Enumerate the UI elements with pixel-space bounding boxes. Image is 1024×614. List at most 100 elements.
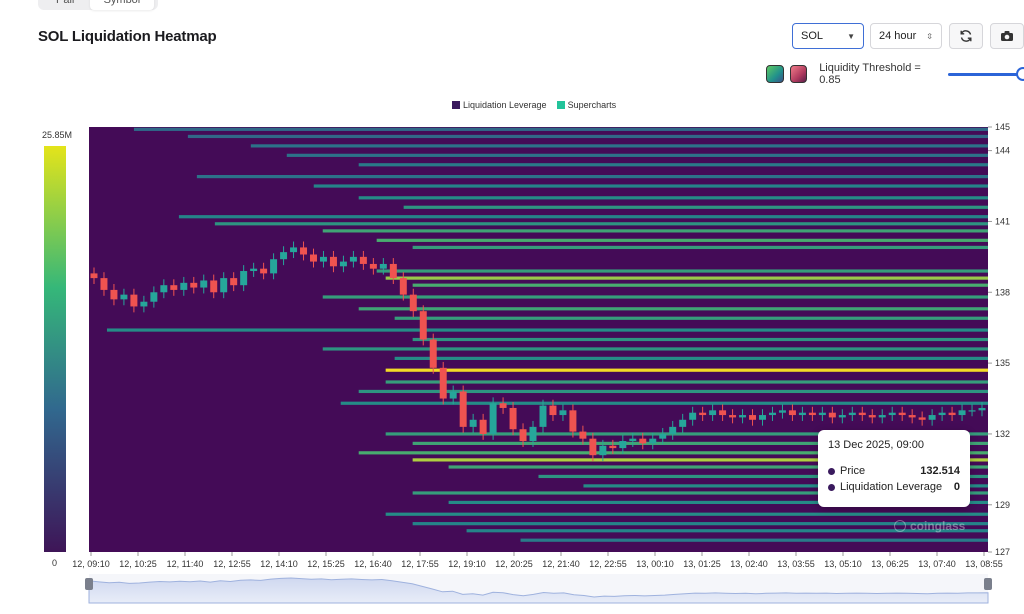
updown-chevron-icon: ⇳ — [926, 31, 933, 41]
chart-legend: Liquidation Leverage Supercharts — [452, 100, 616, 110]
candle-body — [459, 391, 467, 427]
y-tick-label: 132 — [995, 429, 1010, 439]
legend-label: Liquidation Leverage — [463, 100, 547, 110]
tab-pair[interactable]: Pair — [56, 0, 76, 6]
candle-body — [220, 278, 228, 293]
candle-body — [369, 263, 377, 269]
candle-body — [759, 415, 766, 420]
legend-item-supercharts[interactable]: Supercharts — [556, 100, 617, 110]
tab-symbol[interactable]: Symbol — [89, 0, 155, 10]
liquidation-band — [358, 451, 988, 455]
plot-area[interactable] — [89, 127, 989, 552]
candle-body — [210, 280, 218, 293]
x-tick-label: 13, 00:10 — [636, 559, 674, 569]
tooltip-row-price: Price 132.514 — [828, 463, 960, 479]
liquidation-band — [106, 328, 989, 332]
legend-label: Supercharts — [567, 100, 617, 110]
x-tick-label: 12, 17:55 — [401, 559, 439, 569]
liquidation-band — [394, 356, 988, 360]
candle-body — [549, 405, 557, 416]
liquidation-band — [412, 522, 988, 526]
x-tick-label: 12, 12:55 — [213, 559, 251, 569]
tooltip-value: 0 — [953, 481, 960, 493]
liquidation-band — [538, 474, 988, 479]
candle-body — [858, 412, 866, 416]
candle-body — [739, 415, 747, 418]
range-select-value: 24 hour — [879, 30, 917, 42]
candle-body — [848, 412, 856, 416]
candle-body — [788, 410, 796, 416]
liquidation-band — [403, 205, 988, 209]
candle-body — [290, 247, 298, 253]
candle-body — [519, 429, 527, 442]
candle-body — [120, 294, 128, 300]
candle-body — [808, 412, 816, 416]
colorbar-min-label: 0 — [52, 558, 57, 568]
candle-body — [539, 405, 547, 427]
x-tick-label: 12, 16:40 — [354, 559, 392, 569]
colorbar-max-label: 25.85M — [42, 130, 72, 140]
y-tick-label: 141 — [995, 216, 1010, 226]
liquidation-band — [412, 245, 988, 250]
candle-body — [489, 403, 497, 434]
candle-body — [190, 282, 198, 288]
candle-body — [569, 410, 577, 432]
candle-body — [888, 412, 896, 416]
legend-item-liquidation-leverage[interactable]: Liquidation Leverage — [452, 100, 547, 110]
navigator-right-handle[interactable] — [984, 578, 992, 590]
threshold-slider-handle[interactable] — [1016, 66, 1024, 81]
x-tick-label: 13, 06:25 — [871, 559, 909, 569]
candle-body — [629, 438, 637, 442]
symbol-select[interactable]: SOL ▼ — [792, 23, 864, 49]
legend-swatch — [452, 101, 460, 109]
candle-body — [479, 419, 487, 434]
navigator-left-handle[interactable] — [85, 578, 93, 590]
y-axis: 127 129 132 135 138 141 144 145 — [988, 122, 1010, 557]
coinglass-watermark: coinglass — [894, 519, 965, 533]
candle-body — [230, 278, 238, 286]
candle-body — [509, 407, 517, 430]
candle-body — [978, 407, 986, 411]
pair-symbol-tabs: Pair Symbol — [38, 0, 159, 10]
threshold-slider[interactable] — [948, 66, 1024, 81]
candle-body — [469, 419, 477, 427]
candle-body — [749, 415, 757, 420]
candle-body — [948, 412, 956, 416]
liquidation-band — [448, 465, 989, 469]
candle-body — [399, 278, 407, 295]
liquidation-band — [412, 491, 988, 495]
liquidation-band — [358, 307, 988, 311]
liquidation-band — [412, 458, 988, 462]
candle-body — [339, 261, 347, 267]
candle-body — [200, 280, 208, 288]
x-tick-label: 12, 11:40 — [167, 559, 204, 569]
tooltip-label: Liquidation Leverage — [840, 481, 943, 493]
chevron-down-icon: ▼ — [847, 31, 855, 41]
rose-palette-swatch[interactable] — [789, 65, 808, 83]
candle-body — [719, 410, 727, 416]
candle-body — [270, 259, 278, 274]
liquidation-band — [340, 401, 989, 405]
screenshot-button[interactable] — [990, 23, 1024, 49]
candle-body — [359, 256, 367, 264]
liquidation-band — [322, 295, 988, 299]
candle-body — [529, 426, 537, 442]
range-navigator[interactable] — [85, 574, 992, 604]
viridis-palette-swatch[interactable] — [766, 65, 784, 83]
liquidation-band — [385, 512, 988, 516]
candle-body — [968, 410, 976, 412]
candle-body — [429, 339, 437, 368]
refresh-button[interactable] — [949, 23, 983, 49]
candle-body — [639, 438, 647, 444]
liquidation-band — [358, 389, 988, 394]
liquidation-band — [466, 529, 989, 533]
candle-body — [868, 415, 876, 418]
range-select[interactable]: 24 hour ⇳ — [870, 23, 942, 49]
tooltip-value: 132.514 — [920, 465, 960, 477]
y-tick-label: 135 — [995, 358, 1010, 368]
candle-body — [499, 403, 507, 408]
y-tick-label: 129 — [995, 500, 1010, 510]
series-dot-icon — [828, 467, 835, 475]
